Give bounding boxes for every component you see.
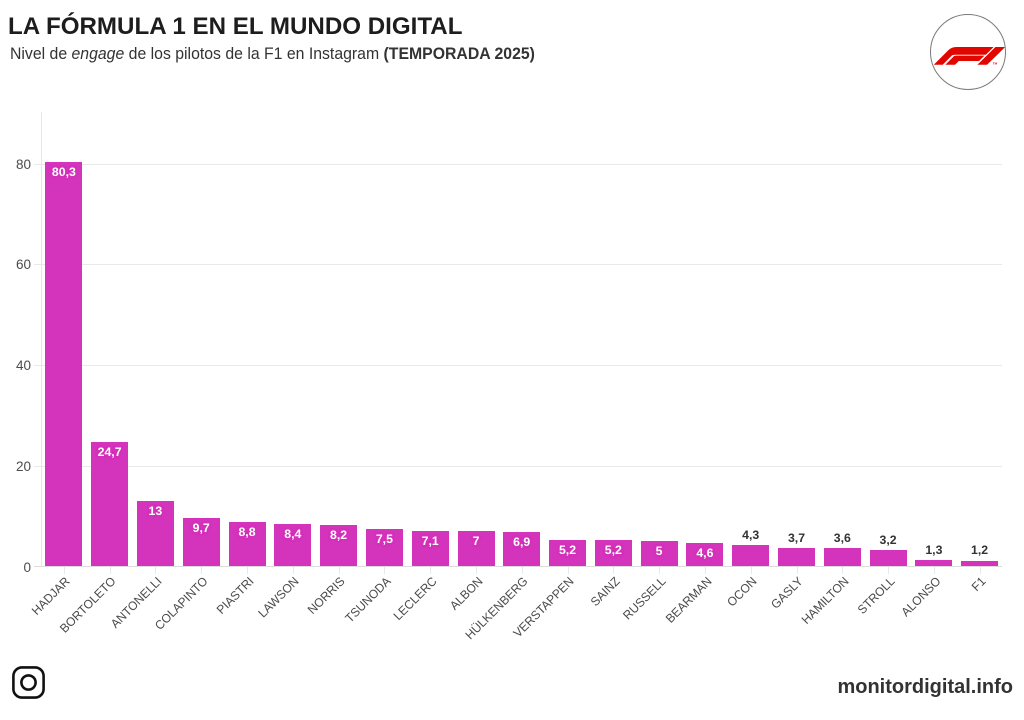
svg-text:TM: TM xyxy=(993,62,998,66)
